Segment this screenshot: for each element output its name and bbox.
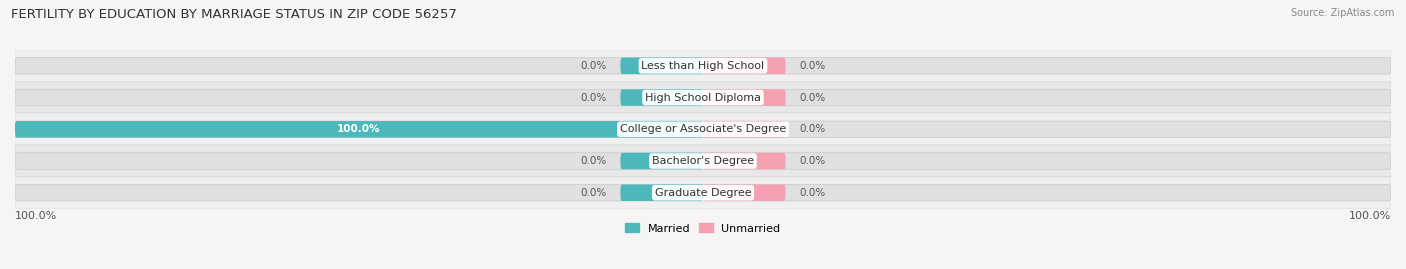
- Text: High School Diploma: High School Diploma: [645, 93, 761, 102]
- Text: 100.0%: 100.0%: [337, 124, 381, 134]
- FancyBboxPatch shape: [703, 153, 786, 169]
- FancyBboxPatch shape: [15, 153, 1391, 169]
- Text: Graduate Degree: Graduate Degree: [655, 188, 751, 198]
- Bar: [15, 114, 1391, 145]
- Text: 0.0%: 0.0%: [581, 93, 606, 102]
- Bar: [15, 50, 1391, 82]
- Text: 0.0%: 0.0%: [800, 93, 825, 102]
- Text: 0.0%: 0.0%: [800, 124, 825, 134]
- FancyBboxPatch shape: [15, 58, 1391, 74]
- FancyBboxPatch shape: [15, 89, 1391, 106]
- Legend: Married, Unmarried: Married, Unmarried: [621, 219, 785, 238]
- FancyBboxPatch shape: [15, 185, 1391, 201]
- Text: 0.0%: 0.0%: [800, 61, 825, 71]
- Text: College or Associate's Degree: College or Associate's Degree: [620, 124, 786, 134]
- Text: Source: ZipAtlas.com: Source: ZipAtlas.com: [1291, 8, 1395, 18]
- FancyBboxPatch shape: [620, 89, 703, 106]
- Text: 0.0%: 0.0%: [581, 188, 606, 198]
- FancyBboxPatch shape: [703, 89, 786, 106]
- Text: 0.0%: 0.0%: [581, 156, 606, 166]
- Text: FERTILITY BY EDUCATION BY MARRIAGE STATUS IN ZIP CODE 56257: FERTILITY BY EDUCATION BY MARRIAGE STATU…: [11, 8, 457, 21]
- FancyBboxPatch shape: [15, 121, 703, 137]
- FancyBboxPatch shape: [620, 185, 703, 201]
- Text: 100.0%: 100.0%: [15, 211, 58, 221]
- FancyBboxPatch shape: [703, 121, 786, 137]
- Bar: [15, 145, 1391, 177]
- Text: 0.0%: 0.0%: [800, 188, 825, 198]
- FancyBboxPatch shape: [703, 58, 786, 74]
- Text: Bachelor's Degree: Bachelor's Degree: [652, 156, 754, 166]
- Text: Less than High School: Less than High School: [641, 61, 765, 71]
- Text: 0.0%: 0.0%: [800, 156, 825, 166]
- Text: 100.0%: 100.0%: [1348, 211, 1391, 221]
- FancyBboxPatch shape: [15, 121, 1391, 137]
- Bar: [15, 177, 1391, 208]
- FancyBboxPatch shape: [620, 58, 703, 74]
- FancyBboxPatch shape: [620, 153, 703, 169]
- Text: 0.0%: 0.0%: [581, 61, 606, 71]
- FancyBboxPatch shape: [703, 185, 786, 201]
- Bar: [15, 82, 1391, 114]
